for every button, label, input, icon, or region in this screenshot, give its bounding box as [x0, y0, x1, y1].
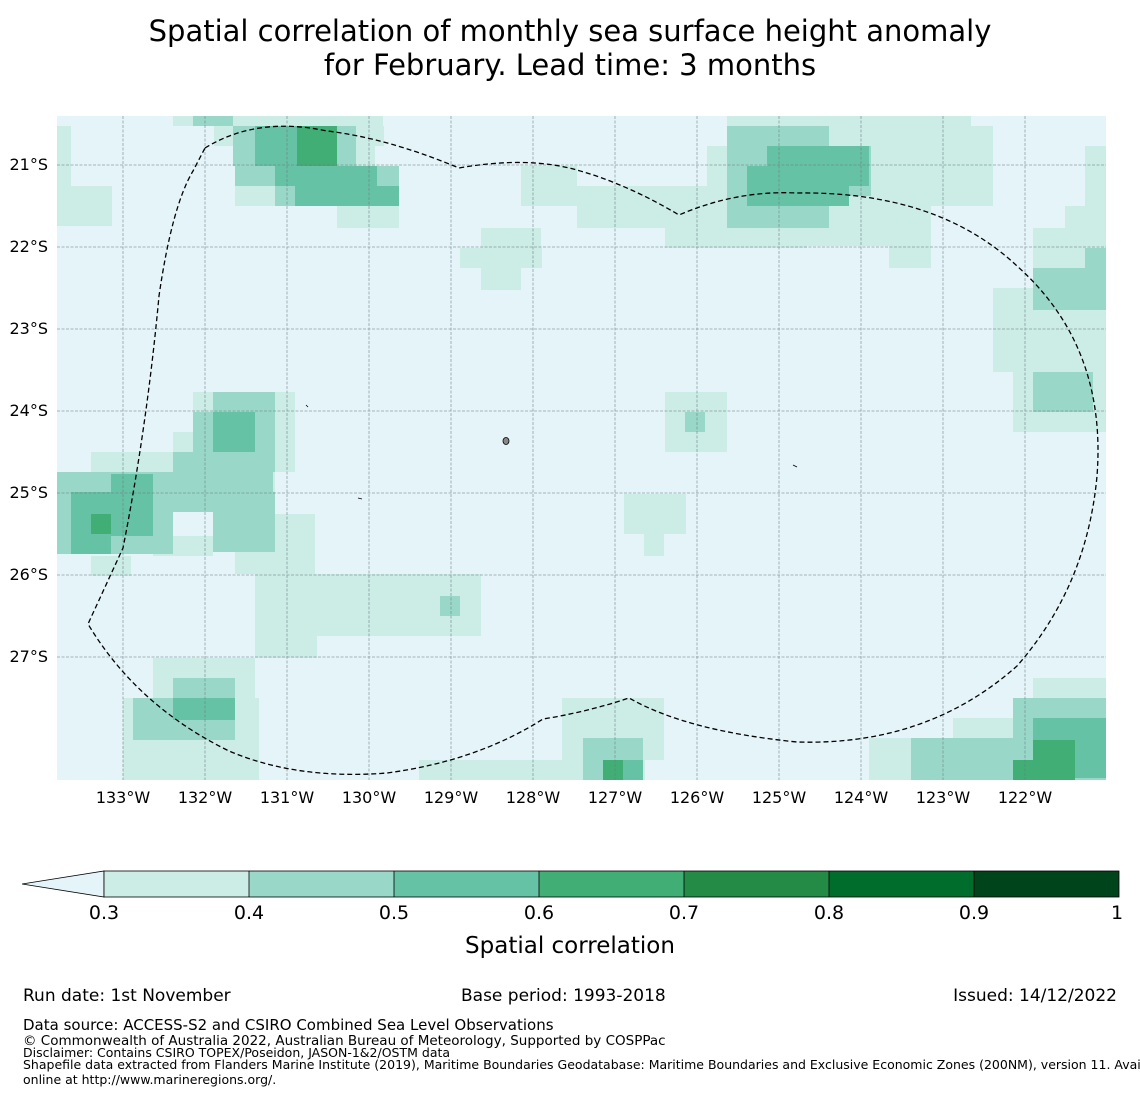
- colorbar-tick-3: 0.6: [523, 902, 555, 924]
- eez-boundary: [87, 125, 1099, 775]
- colorbar-bin-1: [249, 871, 394, 897]
- colorbar-tick-4: 0.7: [668, 902, 700, 924]
- lat-label-26s: 26°S: [9, 565, 48, 584]
- colorbar-tick-6: 0.9: [958, 902, 990, 924]
- correlation-cells: [57, 116, 1106, 780]
- lon-label-131w: 131°W: [259, 788, 315, 807]
- lat-label-23s: 23°S: [9, 319, 48, 338]
- copyright-notice: © Commonwealth of Australia 2022, Austra…: [23, 1033, 666, 1049]
- base-period: Base period: 1993-2018: [461, 986, 666, 1006]
- colorbar-tick-5: 0.8: [813, 902, 845, 924]
- lon-label-132w: 132°W: [177, 788, 233, 807]
- colorbar-bin-3: [539, 871, 684, 897]
- colorbar-tick-2: 0.5: [378, 902, 410, 924]
- lon-label-122w: 122°W: [997, 788, 1053, 807]
- title-line-1: Spatial correlation of monthly sea surfa…: [148, 14, 992, 48]
- disclaimer: Disclaimer: Contains CSIRO TOPEX/Poseido…: [23, 1045, 451, 1060]
- title-line-2: for February. Lead time: 3 months: [323, 48, 817, 82]
- map-canvas: [57, 116, 1106, 780]
- colorbar-tick-1: 0.4: [233, 902, 265, 924]
- colorbar-bin-5: [829, 871, 974, 897]
- island-markers: [305, 404, 798, 500]
- grid-lines: [57, 116, 1106, 780]
- lon-label-124w: 124°W: [833, 788, 889, 807]
- lat-label-27s: 27°S: [9, 647, 48, 666]
- lon-label-128w: 128°W: [505, 788, 561, 807]
- colorbar-bin-2: [394, 871, 539, 897]
- colorbar-tick-0: 0.3: [88, 902, 120, 924]
- chart-title: Spatial correlation of monthly sea surfa…: [0, 14, 1140, 82]
- lon-label-123w: 123°W: [915, 788, 971, 807]
- lat-label-21s: 21°S: [9, 155, 48, 174]
- issued-date: Issued: 14/12/2022: [953, 986, 1117, 1006]
- shapefile-credit-line-1: Shapefile data extracted from Flanders M…: [23, 1057, 1140, 1072]
- lat-label-22s: 22°S: [9, 237, 48, 256]
- colorbar-bin-0: [104, 871, 249, 897]
- lon-label-129w: 129°W: [423, 788, 479, 807]
- data-source: Data source: ACCESS-S2 and CSIRO Combine…: [23, 1016, 554, 1034]
- lon-label-130w: 130°W: [341, 788, 397, 807]
- colorbar: [22, 870, 1120, 898]
- lon-label-126w: 126°W: [669, 788, 725, 807]
- lat-label-24s: 24°S: [9, 401, 48, 420]
- lat-label-25s: 25°S: [9, 483, 48, 502]
- lon-label-127w: 127°W: [587, 788, 643, 807]
- run-date: Run date: 1st November: [23, 986, 231, 1006]
- colorbar-extend-arrow: [22, 870, 105, 898]
- colorbar-tick-7: 1: [1110, 902, 1124, 924]
- lon-label-125w: 125°W: [751, 788, 807, 807]
- colorbar-label: Spatial correlation: [465, 933, 675, 959]
- colorbar-bin-6: [974, 871, 1119, 897]
- colorbar-bin-4: [684, 871, 829, 897]
- lon-label-133w: 133°W: [95, 788, 151, 807]
- shapefile-credit-line-2: online at http://www.marineregions.org/.: [23, 1072, 277, 1087]
- correlation-map: [57, 116, 1106, 780]
